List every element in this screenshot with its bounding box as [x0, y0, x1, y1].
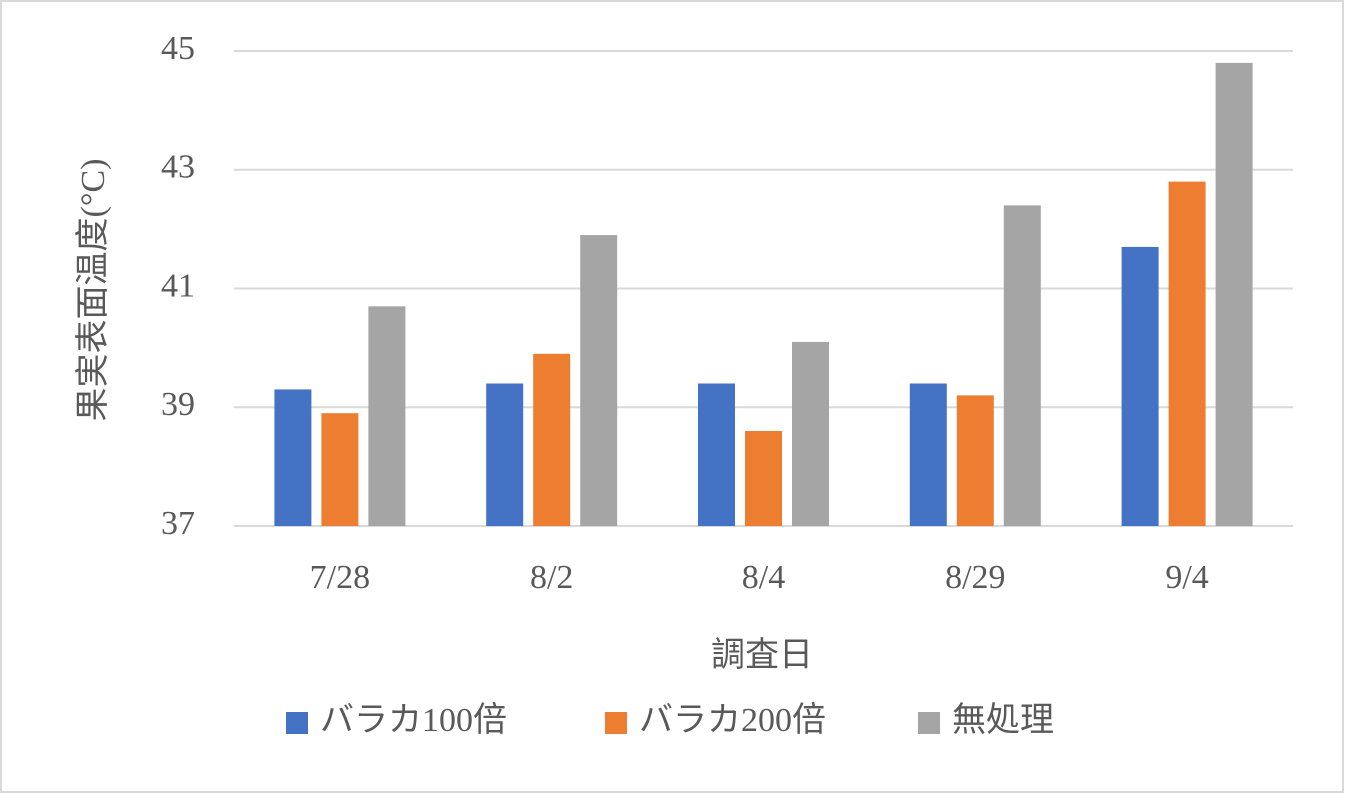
bar	[533, 353, 571, 526]
legend-label: 無処理	[952, 701, 1054, 739]
bar	[909, 383, 947, 526]
legend-swatch	[286, 712, 308, 734]
legend-label: バラカ100倍	[320, 701, 507, 739]
x-tick-label: 8/29	[945, 559, 1005, 596]
bar	[368, 306, 406, 526]
bar	[486, 383, 524, 526]
y-tick-label: 43	[161, 149, 195, 186]
x-tick-label: 9/4	[1165, 559, 1208, 596]
bar	[1168, 181, 1206, 526]
bar	[274, 389, 312, 526]
bar	[1121, 246, 1159, 526]
bar	[792, 341, 829, 526]
legend-swatch	[918, 712, 940, 734]
x-tick-label: 8/2	[530, 559, 573, 596]
legend-swatch	[605, 712, 627, 734]
y-tick-label: 45	[161, 30, 195, 67]
legend-label: バラカ200倍	[639, 701, 826, 739]
bar	[698, 383, 735, 526]
y-tick-label: 37	[161, 505, 195, 542]
bar	[745, 431, 782, 526]
bar	[1003, 205, 1041, 526]
x-axis-title: 調査日	[711, 636, 813, 674]
y-tick-label: 41	[161, 267, 195, 304]
bar	[321, 413, 359, 526]
x-tick-label: 8/4	[742, 559, 785, 596]
y-tick-label: 39	[161, 386, 195, 423]
bar	[956, 395, 994, 526]
y-axis-title: 果実表面温度(°C)	[74, 159, 112, 422]
x-tick-label: 7/28	[310, 559, 370, 596]
bar	[1215, 62, 1253, 526]
bar	[580, 235, 618, 526]
